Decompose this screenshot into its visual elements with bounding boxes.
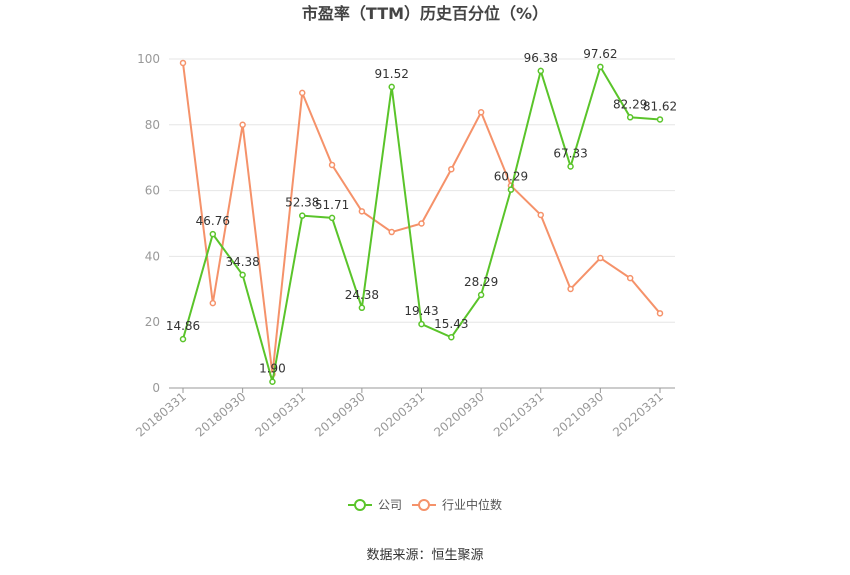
series-layer (179, 59, 664, 385)
data-label: 46.76 (196, 214, 230, 228)
y-tick-label: 20 (145, 315, 160, 329)
data-label: 60.29 (494, 170, 528, 184)
data-label: 52.38 (285, 196, 319, 210)
data-point[interactable] (537, 67, 544, 75)
data-point[interactable] (567, 163, 574, 170)
legend-item-industry-median[interactable]: 行业中位数 (412, 497, 502, 512)
x-tick-label: 20190930 (312, 390, 368, 440)
data-point[interactable] (597, 254, 604, 262)
data-point[interactable] (388, 228, 395, 236)
data-label: 81.62 (643, 99, 677, 113)
legend-label: 行业中位数 (442, 497, 502, 512)
data-point[interactable] (179, 335, 187, 343)
data-point[interactable] (626, 114, 634, 121)
chart-title: 市盈率（TTM）历史百分位（%） (302, 4, 548, 23)
x-tick-label: 20180930 (193, 390, 249, 440)
grid (169, 58, 675, 323)
x-tick-label: 20210930 (551, 390, 607, 440)
legend-label: 公司 (378, 498, 402, 512)
data-point[interactable] (507, 186, 515, 193)
data-point[interactable] (448, 333, 455, 341)
data-point[interactable] (239, 271, 246, 279)
data-label: 67.33 (553, 146, 587, 160)
data-label: 51.71 (315, 198, 349, 212)
legend[interactable]: 公司 行业中位数 (348, 497, 502, 512)
data-label: 28.29 (464, 275, 498, 289)
y-tick-label: 60 (145, 184, 160, 198)
source-note: 数据来源：恒生聚源 (366, 548, 483, 563)
data-point[interactable] (299, 89, 306, 97)
data-label: 14.86 (166, 319, 200, 333)
data-label: 19.43 (404, 304, 438, 318)
data-point[interactable] (537, 211, 544, 219)
data-point[interactable] (418, 220, 425, 227)
data-label: 1.90 (259, 362, 286, 376)
data-label: 97.62 (583, 47, 617, 61)
legend-item-company[interactable]: 公司 (348, 498, 402, 512)
data-point[interactable] (358, 208, 366, 215)
data-point[interactable] (656, 310, 664, 317)
data-point[interactable] (567, 285, 574, 293)
data-label: 96.38 (524, 51, 558, 65)
data-point[interactable] (209, 299, 217, 307)
data-point[interactable] (656, 116, 664, 123)
data-point[interactable] (388, 83, 395, 91)
data-point[interactable] (477, 291, 485, 299)
x-tick-label: 20200930 (431, 390, 487, 440)
data-point[interactable] (239, 121, 246, 129)
y-tick-label: 0 (152, 381, 160, 395)
data-point[interactable] (269, 378, 276, 385)
data-label: 15.43 (434, 317, 468, 331)
y-tick-label: 80 (145, 118, 160, 132)
x-tick-label: 20210331 (491, 390, 547, 440)
data-point[interactable] (209, 230, 217, 238)
data-point[interactable] (626, 274, 634, 282)
y-tick-label: 40 (145, 249, 160, 263)
data-point[interactable] (418, 320, 425, 328)
data-point[interactable] (179, 59, 187, 67)
x-tick-label: 20200331 (372, 390, 428, 440)
data-point[interactable] (328, 214, 336, 222)
data-point[interactable] (597, 63, 604, 71)
x-tick-label: 20190331 (252, 390, 308, 440)
data-label: 91.52 (375, 67, 409, 81)
data-point[interactable] (358, 304, 366, 312)
data-label: 24.38 (345, 288, 379, 302)
legend-swatch-marker (418, 499, 430, 511)
axes: 0 20 40 60 80 100 20180331 20180930 20190331 2019… (133, 52, 675, 440)
legend-swatch-marker (354, 499, 366, 511)
y-tick-label: 100 (137, 52, 160, 66)
data-label: 82.29 (613, 97, 647, 111)
data-point[interactable] (477, 109, 485, 116)
x-tick-label: 20220331 (610, 390, 666, 440)
x-tick-label: 20180331 (133, 390, 189, 440)
data-label: 34.38 (225, 255, 259, 269)
data-point[interactable] (328, 161, 336, 169)
data-point[interactable] (448, 165, 455, 173)
data-point[interactable] (299, 212, 306, 219)
